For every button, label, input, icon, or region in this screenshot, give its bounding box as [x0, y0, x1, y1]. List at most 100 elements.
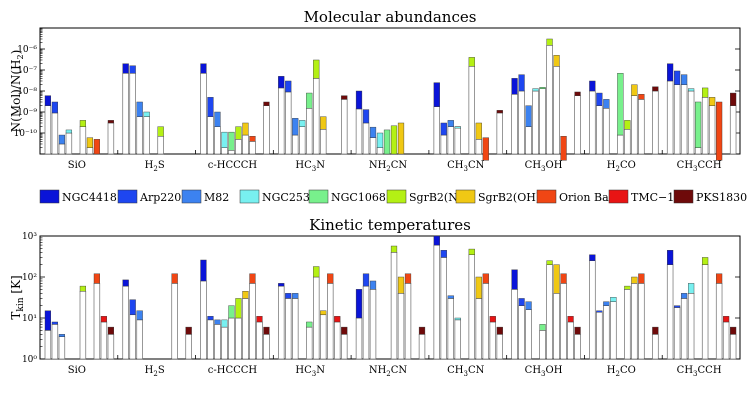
legend-label: SgrB2(OH) [478, 191, 540, 204]
legend-label: Orion Bar [559, 191, 615, 204]
panel-0-bar [433, 82, 440, 107]
legend-label: NGC253 [262, 191, 310, 204]
panel-0-bar-base [603, 108, 610, 155]
panel-0-ytick-label: 10⁻¹⁰ [14, 129, 38, 139]
panel-1-bar-base [553, 293, 560, 360]
panel-0-bar-base [207, 116, 214, 155]
panel-1-bar [320, 310, 327, 315]
panel-1-bar-base [200, 280, 207, 360]
panel-1-bar [214, 319, 221, 325]
panel-1-bar [525, 301, 532, 310]
panel-0-ytick-label: 10⁻⁷ [17, 66, 37, 76]
panel-0-bar-base [532, 90, 539, 155]
panel-0-bar-base [511, 93, 518, 155]
panel-1-bar-base [567, 321, 574, 360]
panel-1-bar-base [313, 276, 320, 360]
panel-1-ytick-label: 10³ [22, 232, 37, 242]
panel-0-bar-base [475, 139, 482, 155]
panel-0-category-label: SiO [68, 160, 86, 171]
panel-1-bar [667, 250, 674, 265]
panel-0-bar-base [292, 134, 299, 155]
panel-0-bar [376, 132, 384, 148]
panel-0-bar [468, 57, 475, 67]
panel-0-bar-base [687, 90, 695, 155]
panel-1-bar [200, 259, 207, 282]
panel-0-bar [638, 94, 645, 100]
panel-1-bar [129, 299, 136, 315]
panel-1-bar [390, 245, 398, 253]
panel-0-bar [546, 38, 553, 46]
panel-0-bar-base [313, 78, 320, 155]
panel-0-bar [214, 111, 221, 127]
panel-1-bar [136, 310, 143, 321]
panel-1-bar-base [306, 326, 313, 360]
panel-0-category-label: NH2CN [369, 160, 408, 173]
legend-label: PKS1830 [696, 191, 747, 204]
panel-1-category-label: CH3CN [447, 365, 484, 378]
panel-0-bar-base [228, 150, 235, 155]
panel-0-bar [341, 95, 348, 100]
legend-swatch [673, 189, 694, 204]
panel-1-bar [482, 273, 489, 284]
panel-1-bar [539, 324, 546, 331]
panel-1-bar [397, 276, 405, 294]
panel-0-bar [242, 122, 249, 136]
panel-1-bar [553, 264, 560, 294]
panel-1-bar-base [574, 334, 581, 360]
panel-1-bar-base [51, 324, 59, 360]
panel-0-bar-base [122, 72, 129, 155]
panel-0-bar-base [468, 66, 475, 155]
panel-1-category-label: NH2CN [369, 365, 408, 378]
panel-0-bar [560, 136, 567, 161]
panel-0-bar-base [596, 105, 603, 155]
panel-1-bar-base [447, 298, 454, 360]
panel-0-bar [355, 90, 363, 110]
panel-1-category-label: CH3OH [525, 365, 563, 378]
panel-1-bar-base [525, 309, 532, 360]
panel-0-bar [667, 63, 674, 82]
panel-0-ytick-label: 10⁻⁸ [17, 87, 37, 97]
panel-1-bar [341, 326, 348, 335]
panel-0-bar-base [235, 139, 242, 155]
panel-0-bar [631, 84, 638, 96]
panel-1-bar [496, 326, 503, 335]
panel-1-bar [306, 321, 313, 328]
panel-1-category-label: HC3N [295, 365, 325, 378]
panel-0-bar [362, 109, 370, 124]
legend-swatch [39, 189, 60, 204]
panel-1-bar [185, 326, 192, 335]
panel-1-bar-base [701, 264, 709, 360]
panel-1-bar-base [207, 319, 214, 360]
panel-1-bar-base [221, 326, 228, 360]
panel-1-bar [362, 273, 370, 287]
panel-0-bar [716, 101, 723, 161]
panel-0-bar-base [299, 126, 306, 155]
panel-0-bar-base [341, 99, 348, 155]
panel-1-bar-base [44, 330, 52, 360]
panel-0-bar [157, 126, 164, 137]
panel-0-bar-base [433, 106, 440, 155]
panel-0-bar [235, 126, 242, 140]
panel-0-bar-base [447, 126, 454, 155]
panel-1-bar [723, 316, 730, 323]
panel-0-bar [730, 92, 737, 106]
panel-0-bar-base [553, 66, 560, 155]
panel-0-bar [525, 105, 532, 127]
panel-1-bar-base [433, 244, 440, 360]
panel-0-bar-base [278, 87, 285, 155]
legend-label: NGC4418 [62, 191, 117, 204]
panel-1-bar [221, 319, 228, 328]
panel-0-bar [475, 122, 482, 140]
panel-1-bar-base [673, 307, 681, 360]
panel-0-bar [292, 118, 299, 136]
panel-1-bar [327, 273, 334, 284]
panel-1-bar-base [369, 289, 377, 360]
panel-1-bar [433, 235, 440, 246]
panel-1-bar-base [638, 283, 645, 360]
panel-0-bar-base [362, 122, 370, 155]
panel-0-bar-base [221, 147, 228, 155]
panel-0-category-label: c-HCCCH [208, 160, 258, 171]
panel-0-bar [228, 131, 235, 151]
panel-0-bar-base [694, 147, 702, 155]
panel-0-bar-base [701, 97, 709, 155]
